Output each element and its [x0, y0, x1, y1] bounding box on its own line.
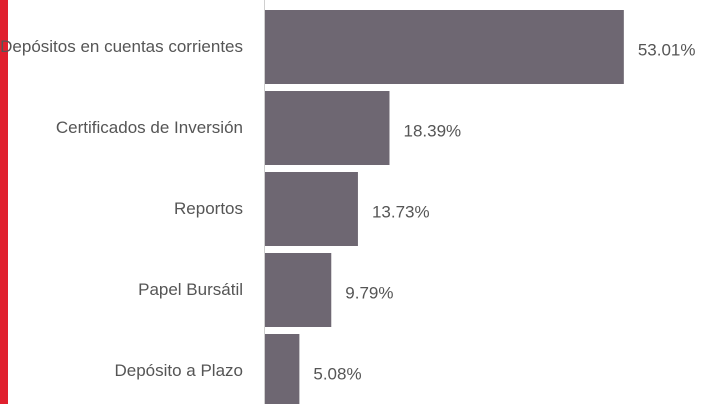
category-label: Certificados de Inversión [55, 118, 243, 137]
category-label: Depósito a Plazo [114, 361, 243, 380]
category-label: Reportos [174, 199, 243, 218]
value-label: 9.79% [345, 283, 393, 302]
bar [265, 172, 358, 246]
category-label: Papel Bursátil [138, 280, 243, 299]
bar [265, 91, 390, 165]
value-label: 18.39% [403, 121, 461, 140]
accent-bar [0, 0, 8, 404]
bar [265, 10, 624, 84]
category-label: Depósitos en cuentas corrientes [0, 37, 243, 56]
bar [265, 334, 300, 404]
value-label: 5.08% [313, 364, 361, 383]
value-label: 13.73% [372, 202, 430, 221]
value-label: 53.01% [638, 40, 696, 59]
bar [265, 253, 332, 327]
